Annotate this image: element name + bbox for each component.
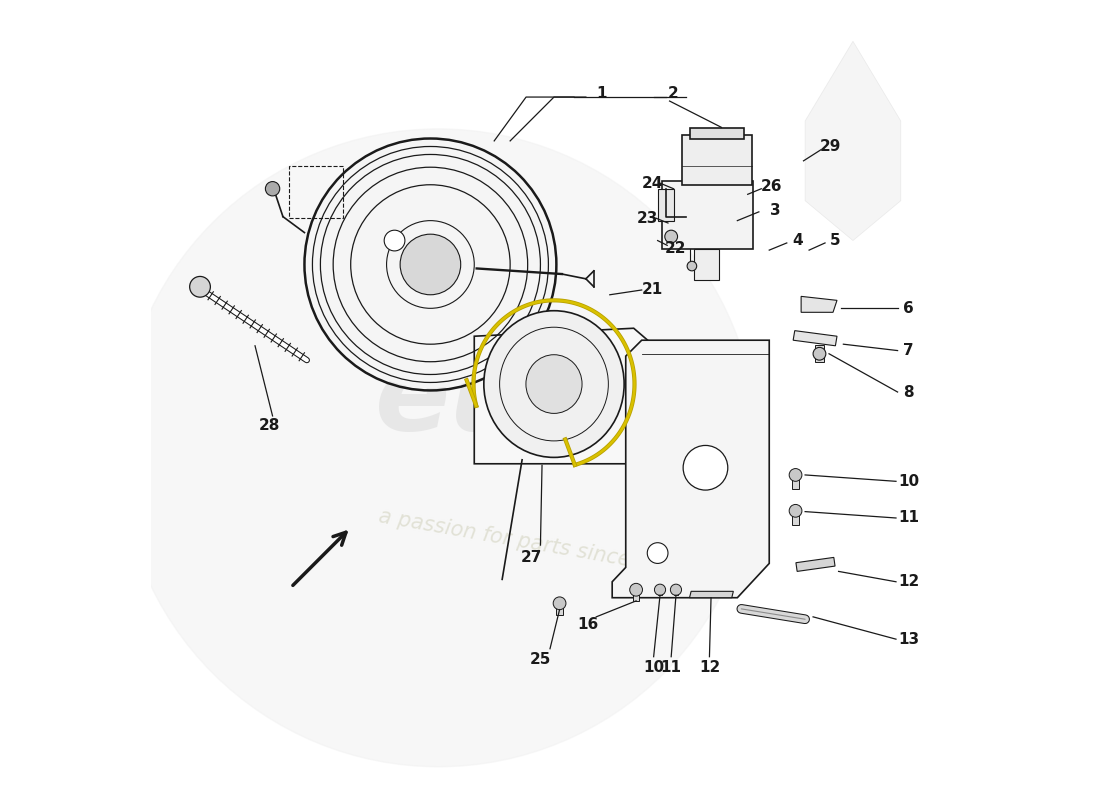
Text: 22: 22 (666, 241, 686, 256)
Text: 16: 16 (578, 618, 598, 632)
Circle shape (189, 277, 210, 297)
Circle shape (307, 141, 554, 388)
Polygon shape (793, 330, 837, 346)
Circle shape (265, 182, 279, 196)
Bar (682, 135, 751, 185)
Text: 29: 29 (820, 139, 842, 154)
Bar (632, 590, 639, 601)
Circle shape (629, 583, 642, 596)
Text: 27: 27 (521, 550, 542, 566)
Text: 11: 11 (899, 510, 920, 526)
Text: 23: 23 (637, 210, 658, 226)
Circle shape (789, 469, 802, 482)
Text: 8: 8 (903, 385, 914, 399)
Bar (673, 590, 679, 595)
Polygon shape (613, 340, 769, 598)
Bar (693, 249, 719, 281)
Bar (792, 511, 799, 525)
Ellipse shape (526, 354, 582, 414)
Circle shape (553, 597, 565, 610)
Bar (288, 166, 343, 218)
Text: 4: 4 (792, 233, 803, 248)
Bar (658, 189, 673, 221)
Circle shape (789, 505, 802, 517)
Text: 10: 10 (644, 659, 664, 674)
Text: 25: 25 (530, 651, 551, 666)
Circle shape (384, 230, 405, 251)
Circle shape (670, 584, 682, 595)
Text: 1: 1 (596, 86, 607, 101)
Bar (661, 181, 754, 249)
Ellipse shape (484, 310, 624, 458)
Bar (557, 603, 563, 615)
Bar (796, 558, 835, 571)
Bar (792, 475, 799, 490)
Circle shape (400, 234, 461, 294)
Text: euros: euros (375, 346, 726, 454)
Bar (690, 128, 744, 139)
Circle shape (654, 584, 666, 595)
Text: 26: 26 (761, 179, 782, 194)
Text: 12: 12 (698, 659, 720, 674)
Text: 24: 24 (641, 176, 662, 190)
Text: 7: 7 (903, 343, 914, 358)
Circle shape (688, 262, 696, 271)
Text: a passion for parts since 1985: a passion for parts since 1985 (377, 506, 691, 581)
Circle shape (683, 446, 728, 490)
Text: 11: 11 (661, 659, 682, 674)
Bar (815, 345, 824, 362)
Text: 10: 10 (899, 474, 920, 489)
Circle shape (664, 230, 678, 243)
Text: 6: 6 (903, 301, 914, 316)
Text: 5: 5 (830, 233, 840, 248)
Circle shape (813, 347, 826, 360)
Text: 2: 2 (668, 86, 679, 101)
Polygon shape (801, 296, 837, 312)
Text: 12: 12 (898, 574, 920, 590)
Text: 28: 28 (258, 418, 280, 433)
Text: 3: 3 (770, 202, 780, 218)
Polygon shape (805, 42, 901, 241)
Text: 13: 13 (899, 632, 920, 646)
Circle shape (647, 542, 668, 563)
Circle shape (120, 129, 757, 766)
Text: 21: 21 (641, 282, 662, 298)
Polygon shape (690, 591, 734, 598)
Polygon shape (474, 328, 661, 464)
Bar (658, 590, 662, 595)
